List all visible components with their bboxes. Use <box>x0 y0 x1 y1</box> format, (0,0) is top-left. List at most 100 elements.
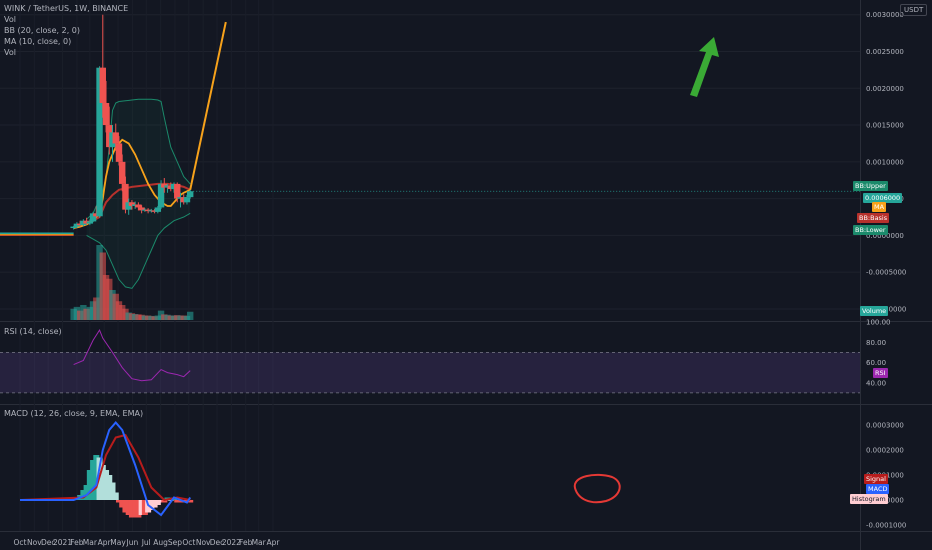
x-tick-label: Dec <box>210 538 225 547</box>
macd-legend: MACD (12, 26, close, 9, EMA, EMA) <box>4 409 144 418</box>
candle-body <box>128 202 136 206</box>
volume-bar <box>167 315 174 320</box>
macd-tick-label: 0.0002000 <box>866 447 904 455</box>
rsi-tick-label: 100.00 <box>866 319 891 327</box>
volume-bar <box>135 314 142 320</box>
volume-bar <box>180 315 187 320</box>
volume-bar <box>122 308 129 320</box>
macd-histogram-bar <box>161 500 168 503</box>
macd-histogram-bar <box>151 500 158 508</box>
macd-histogram-bar <box>80 490 87 500</box>
macd-histogram-bar <box>83 485 90 500</box>
volume-bar <box>76 310 84 320</box>
macd-histogram-bar <box>187 500 194 503</box>
currency-button[interactable]: USDT <box>900 4 928 16</box>
macd-histogram-bar <box>125 500 132 515</box>
candle-body <box>170 183 178 190</box>
red-circle-annotation <box>573 473 621 504</box>
tag-price: 0.0006000 <box>863 193 903 203</box>
volume-bar <box>99 252 106 320</box>
candle-body <box>148 210 155 212</box>
tag-rsi: RSI <box>873 368 888 378</box>
macd-histogram-bar <box>119 500 126 508</box>
candle-body <box>135 204 142 208</box>
x-tick-label: Oct <box>182 538 195 547</box>
volume-bar <box>80 305 87 320</box>
candle-body <box>73 223 81 227</box>
volume-bar <box>161 314 168 320</box>
candle-body <box>161 183 168 188</box>
tag-macd: MACD <box>866 484 890 494</box>
rsi-tick-label: 60.00 <box>866 359 886 367</box>
candle-body <box>131 204 139 206</box>
volume-bar <box>115 301 123 320</box>
volume-bar <box>70 308 77 320</box>
volume-bar <box>119 305 126 320</box>
macd-histogram-bar <box>122 500 129 513</box>
candle-body <box>70 226 77 229</box>
candle-body <box>119 161 126 184</box>
macd-line <box>20 420 192 517</box>
y-tick-label: 0.0020000 <box>866 85 904 93</box>
macd-histogram-bar <box>86 470 93 500</box>
candle-body <box>183 197 191 203</box>
y-tick-label: 0.0025000 <box>866 48 904 56</box>
macd-histogram-bar <box>103 470 110 500</box>
volume-bar <box>141 315 149 320</box>
x-tick-label: Nov <box>27 538 42 547</box>
macd-histogram-bar <box>112 492 119 500</box>
x-tick-label: Oct <box>14 538 27 547</box>
projection-line <box>189 21 227 191</box>
macd-histogram-bar <box>90 460 97 500</box>
rsi-band <box>0 352 860 393</box>
x-tick-label: Apr <box>266 538 280 547</box>
x-tick-label: Nov <box>196 538 211 547</box>
rsi-tick-label: 40.00 <box>866 379 886 387</box>
volume-bar <box>125 312 132 320</box>
volume-bar <box>177 315 184 320</box>
candle-body <box>102 102 110 126</box>
green-up-arrow <box>690 37 719 97</box>
x-tick-label: Jun <box>126 538 139 547</box>
macd-histogram-bar <box>148 500 155 510</box>
volume-bar <box>157 310 165 320</box>
x-tick-label: May <box>110 538 126 547</box>
candle-body <box>96 67 103 217</box>
macd-histogram-bar <box>135 500 142 518</box>
candle-body <box>106 125 113 148</box>
legend-vol: Vol <box>4 15 16 24</box>
volume-bar <box>151 316 158 320</box>
macd-histogram-bar <box>177 500 184 503</box>
volume-bar <box>106 278 113 320</box>
volume-bar <box>154 315 162 320</box>
macd-histogram-bar <box>174 500 181 503</box>
volume-bar <box>164 314 171 320</box>
bb-lower-line <box>86 212 191 289</box>
x-tick-label: 2021 <box>53 538 72 547</box>
x-tick-label: Dec <box>41 538 56 547</box>
candle-body <box>112 132 119 144</box>
volume-bar <box>174 315 181 320</box>
rsi-tick-label: 80.00 <box>866 339 886 347</box>
candle-body <box>80 220 87 226</box>
volume-bar <box>96 245 103 320</box>
macd-histogram-bar <box>158 500 165 503</box>
legend-bb: BB (20, close, 2, 0) <box>4 26 80 35</box>
volume-bar <box>112 293 119 320</box>
volume-bar <box>83 308 90 320</box>
x-tick-label: Sep <box>168 538 182 547</box>
volume-bar <box>93 297 100 320</box>
macd-histogram-bar <box>109 482 116 500</box>
macd-histogram-bar <box>132 500 139 518</box>
legend-ma: MA (10, close, 0) <box>4 37 72 46</box>
candle-body <box>164 185 171 188</box>
macd-histogram-bar <box>93 455 100 500</box>
candle-body <box>93 213 100 217</box>
macd-histogram-bar <box>106 475 113 500</box>
macd-histogram-bar <box>141 500 148 515</box>
volume-bar <box>89 301 97 320</box>
candle-body <box>99 67 106 103</box>
y-tick-label: 0.0015000 <box>866 122 904 130</box>
